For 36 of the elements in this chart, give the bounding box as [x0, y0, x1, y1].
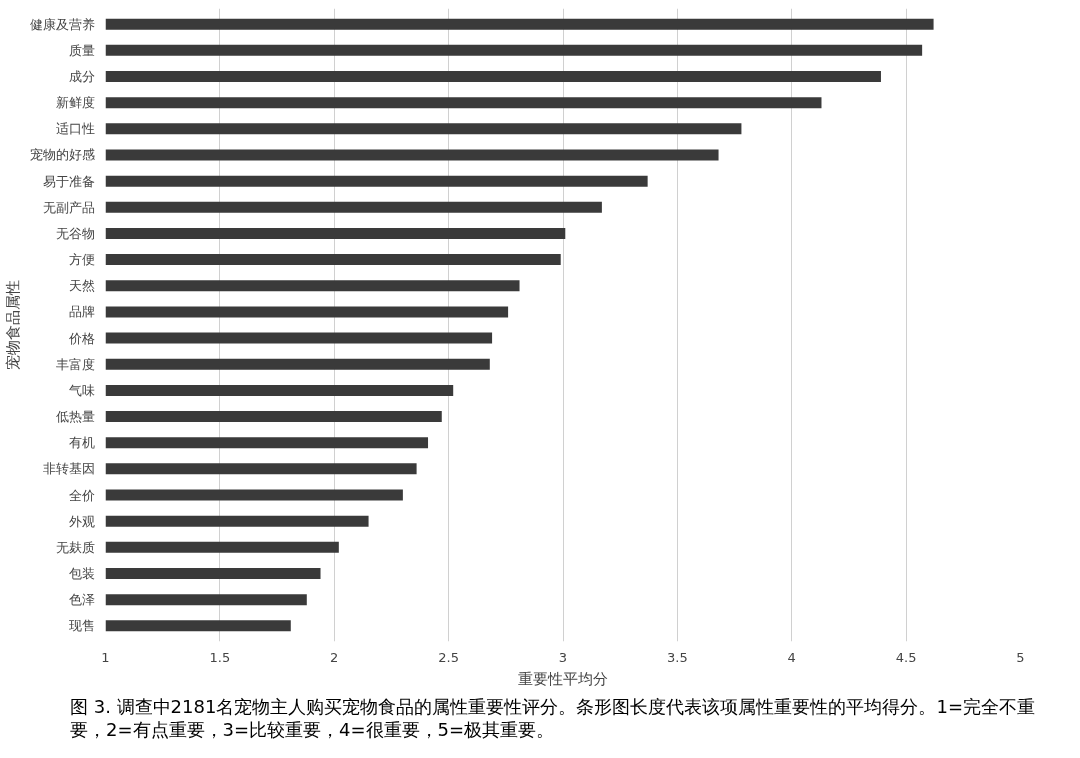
- y-tick-label: 方便: [68, 252, 95, 268]
- caption: 图 3. 调查中2181名宠物主人购买宠物食品的属性重要性评分。条形图长度代表该项属性重要性的平均得分。1=完全不重要，2=有点重要，3=比较重要，4=很重要，5=极其重要。: [70, 695, 1036, 742]
- x-tick-label: 5: [1016, 649, 1025, 665]
- y-tick-label: 成分: [68, 69, 95, 85]
- x-tick-label: 1: [101, 649, 110, 665]
- y-tick-label: 品牌: [68, 304, 95, 320]
- y-tick-label: 无麸质: [55, 539, 95, 555]
- y-tick-label: 适口性: [55, 121, 95, 137]
- y-tick-label: 价格: [67, 330, 95, 346]
- x-tick-label: 4.5: [895, 649, 917, 665]
- y-tick-label: 无谷物: [55, 225, 95, 241]
- y-tick-label: 宠物的好感: [29, 147, 95, 163]
- y-tick-label: 全价: [68, 487, 95, 503]
- y-tick-label: 非转基因: [42, 461, 95, 477]
- y-tick-label: 新鲜度: [55, 95, 95, 111]
- y-tick-label: 丰富度: [55, 356, 95, 372]
- y-tick-label: 外观: [68, 513, 95, 529]
- y-tick-label: 色泽: [68, 592, 95, 608]
- y-axis-title: 宠物食品属性: [3, 280, 22, 370]
- y-tick-label: 易于准备: [42, 173, 95, 189]
- x-tick-label: 4: [787, 649, 796, 665]
- y-tick-label: 无副产品: [42, 199, 95, 215]
- x-tick-label: 3.5: [667, 649, 688, 665]
- y-tick-label: 健康及营养: [29, 16, 95, 32]
- y-tick-label: 低热量: [55, 409, 95, 425]
- y-tick-label: 有机: [68, 435, 95, 451]
- x-tick-label: 1.5: [209, 649, 231, 665]
- y-tick-label: 包装: [68, 565, 95, 581]
- x-tick-label: 2.5: [438, 649, 459, 665]
- x-tick-label: 2: [330, 649, 339, 665]
- x-tick-label: 3: [558, 649, 568, 665]
- y-tick-label: 天然: [68, 278, 95, 294]
- y-tick-label: 气味: [68, 382, 95, 398]
- x-axis-title: 重要性平均分: [518, 669, 608, 688]
- y-tick-label: 质量: [68, 42, 95, 58]
- y-tick-label: 现售: [68, 618, 95, 634]
